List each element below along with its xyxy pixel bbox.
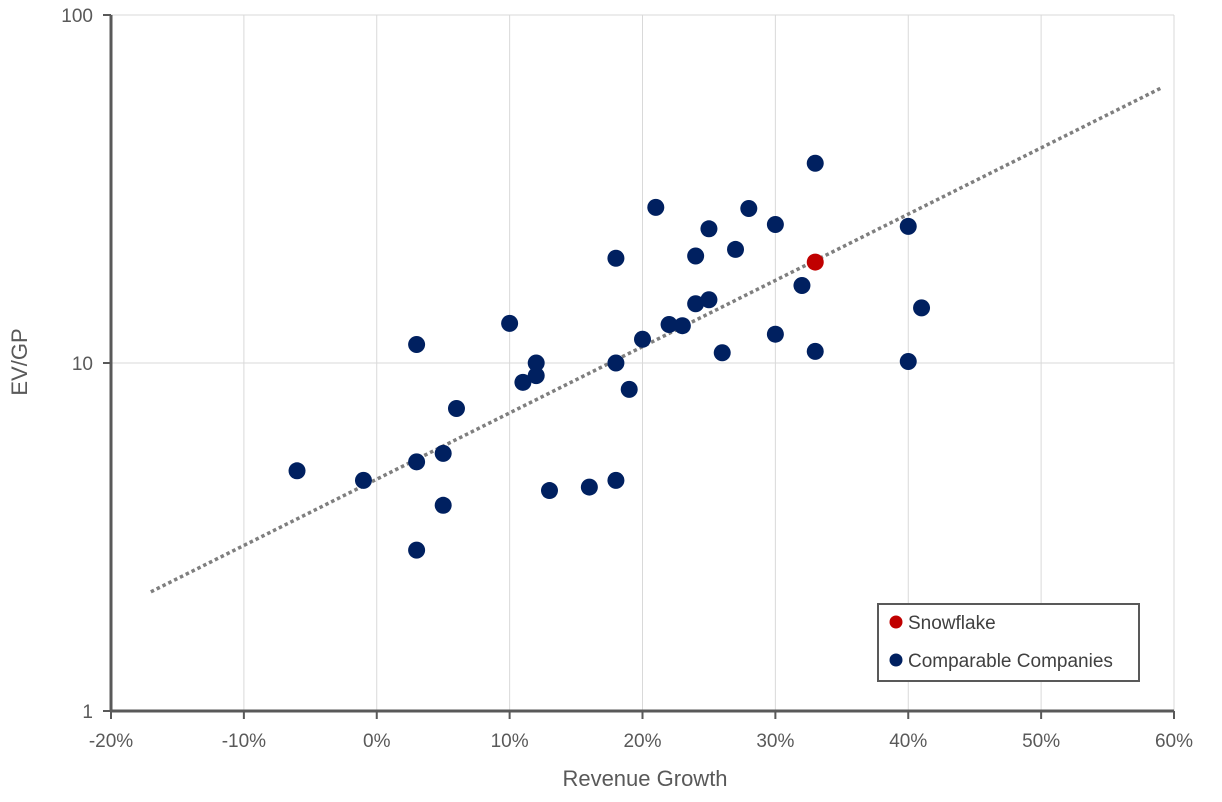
y-axis-title: EV/GP (7, 328, 32, 395)
data-point-snowflake (806, 253, 824, 271)
data-point-comparable-companies (766, 325, 784, 343)
data-point-comparable-companies (434, 444, 452, 462)
legend-label-snowflake: Snowflake (908, 613, 996, 634)
data-point-comparable-companies (607, 354, 625, 372)
data-point-comparable-companies (700, 220, 718, 238)
data-point-comparable-companies (354, 471, 372, 489)
data-point-comparable-companies (540, 482, 558, 500)
data-point-comparable-companies (740, 199, 758, 217)
y-tick-label: 10 (72, 354, 93, 375)
data-point-comparable-companies (713, 344, 731, 362)
data-point-comparable-companies (408, 541, 426, 559)
data-point-comparable-companies (408, 453, 426, 471)
legend: Snowflake Comparable Companies (877, 603, 1140, 682)
data-point-comparable-companies (899, 217, 917, 235)
data-point-comparable-companies (607, 249, 625, 267)
axes (103, 14, 1175, 719)
x-tick-label: 40% (889, 731, 927, 752)
data-point-comparable-companies (766, 216, 784, 234)
data-point-comparable-companies (793, 276, 811, 294)
data-point-comparable-companies (913, 299, 931, 317)
x-tick-label: 50% (1022, 731, 1060, 752)
data-point-comparable-companies (727, 240, 745, 258)
data-point-comparable-companies (700, 291, 718, 309)
data-point-comparable-companies (673, 317, 691, 335)
data-point-comparable-companies (434, 496, 452, 514)
y-tick-label: 1 (82, 702, 93, 723)
trendline-layer (150, 86, 1162, 594)
y-tick-label: 100 (61, 6, 93, 27)
data-point-comparable-companies (514, 373, 532, 391)
x-tick-label: -20% (89, 731, 133, 752)
legend-marker-comparable-companies (889, 653, 903, 667)
data-point-comparable-companies (806, 154, 824, 172)
legend-marker-snowflake (889, 615, 903, 629)
data-point-comparable-companies (620, 380, 638, 398)
data-point-comparable-companies (806, 342, 824, 360)
x-tick-label: 60% (1155, 731, 1193, 752)
data-point-comparable-companies (647, 198, 665, 216)
data-point-comparable-companies (607, 471, 625, 489)
x-axis-title: Revenue Growth (562, 766, 727, 791)
data-point-comparable-companies (408, 336, 426, 354)
trendline (150, 86, 1162, 594)
x-tick-label: 10% (491, 731, 529, 752)
data-point-comparable-companies (501, 314, 519, 332)
x-tick-label: 0% (363, 731, 391, 752)
x-tick-label: 20% (623, 731, 661, 752)
legend-label-comparable-companies: Comparable Companies (908, 651, 1113, 672)
data-point-comparable-companies (527, 367, 545, 385)
x-tick-label: 30% (756, 731, 794, 752)
data-points (288, 154, 931, 559)
data-point-comparable-companies (527, 354, 545, 372)
tick-labels: -20% -10% 0% 10% 20% 30% 40% 50% 60% 1 10 100 (61, 6, 1193, 752)
data-point-comparable-companies (687, 295, 705, 313)
data-point-comparable-companies (447, 400, 465, 418)
legend-box (877, 603, 1140, 682)
data-point-comparable-companies (288, 462, 306, 480)
data-point-comparable-companies (899, 352, 917, 370)
data-point-comparable-companies (634, 330, 651, 348)
data-point-comparable-companies (687, 247, 705, 265)
x-tick-label: -10% (222, 731, 266, 752)
data-point-comparable-companies (660, 316, 678, 334)
data-point-comparable-companies (580, 478, 598, 496)
